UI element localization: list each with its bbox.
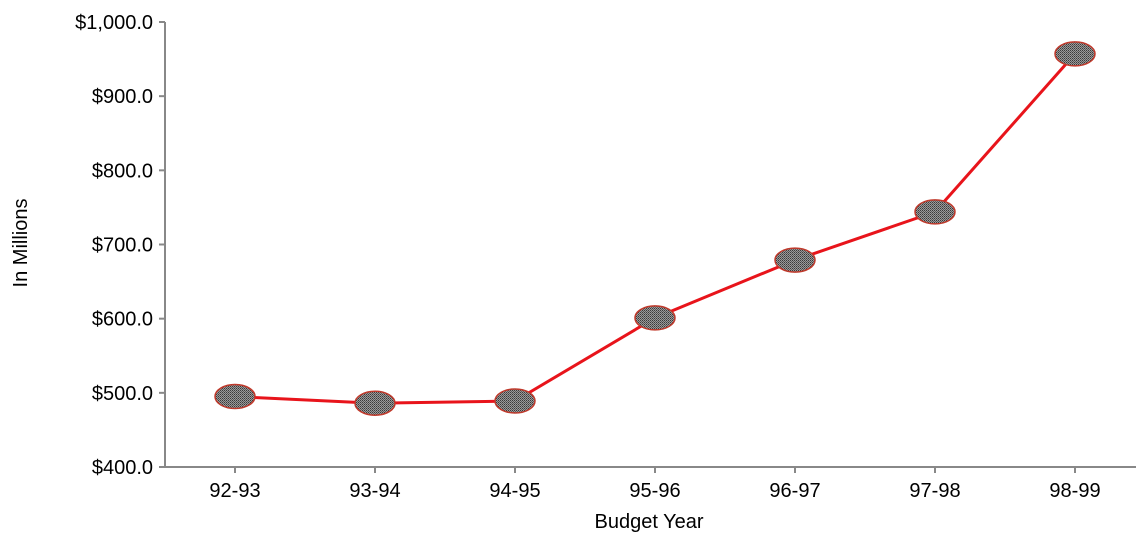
x-tick-label: 95-96 [629, 480, 680, 502]
series-line-path [234, 52, 1077, 405]
data-point-marker [214, 383, 256, 410]
y-tick-label: $900.0 [92, 86, 153, 108]
x-axis-title: Budget Year [595, 511, 704, 533]
x-tick-label: 96-97 [769, 480, 820, 502]
data-point-marker [354, 390, 396, 416]
y-tick-label: $1,000.0 [75, 12, 153, 34]
data-point-marker [914, 199, 956, 225]
data-point-marker [634, 305, 676, 331]
data-point-marker [1054, 41, 1096, 67]
y-axis-title: In Millions [10, 199, 32, 288]
y-tick-label: $800.0 [92, 160, 153, 182]
data-point-marker [774, 247, 816, 273]
data-point-marker [494, 388, 536, 414]
series-line [234, 52, 1077, 405]
x-tick-label: 92-93 [209, 480, 260, 502]
x-tick-label: 93-94 [349, 480, 400, 502]
y-tick-label: $600.0 [92, 309, 153, 331]
y-tick-label: $700.0 [92, 235, 153, 257]
data-markers [214, 41, 1096, 416]
x-tick-label: 97-98 [909, 480, 960, 502]
tick-labels: $400.0 $500.0 $600.0 $700.0 $800.0 $900.0 $1,0… [75, 12, 1100, 502]
x-tick-label: 94-95 [489, 480, 540, 502]
axes [159, 21, 1136, 473]
x-tick-label: 98-99 [1049, 480, 1100, 502]
y-tick-label: $500.0 [92, 383, 153, 405]
y-tick-label: $400.0 [92, 457, 153, 479]
